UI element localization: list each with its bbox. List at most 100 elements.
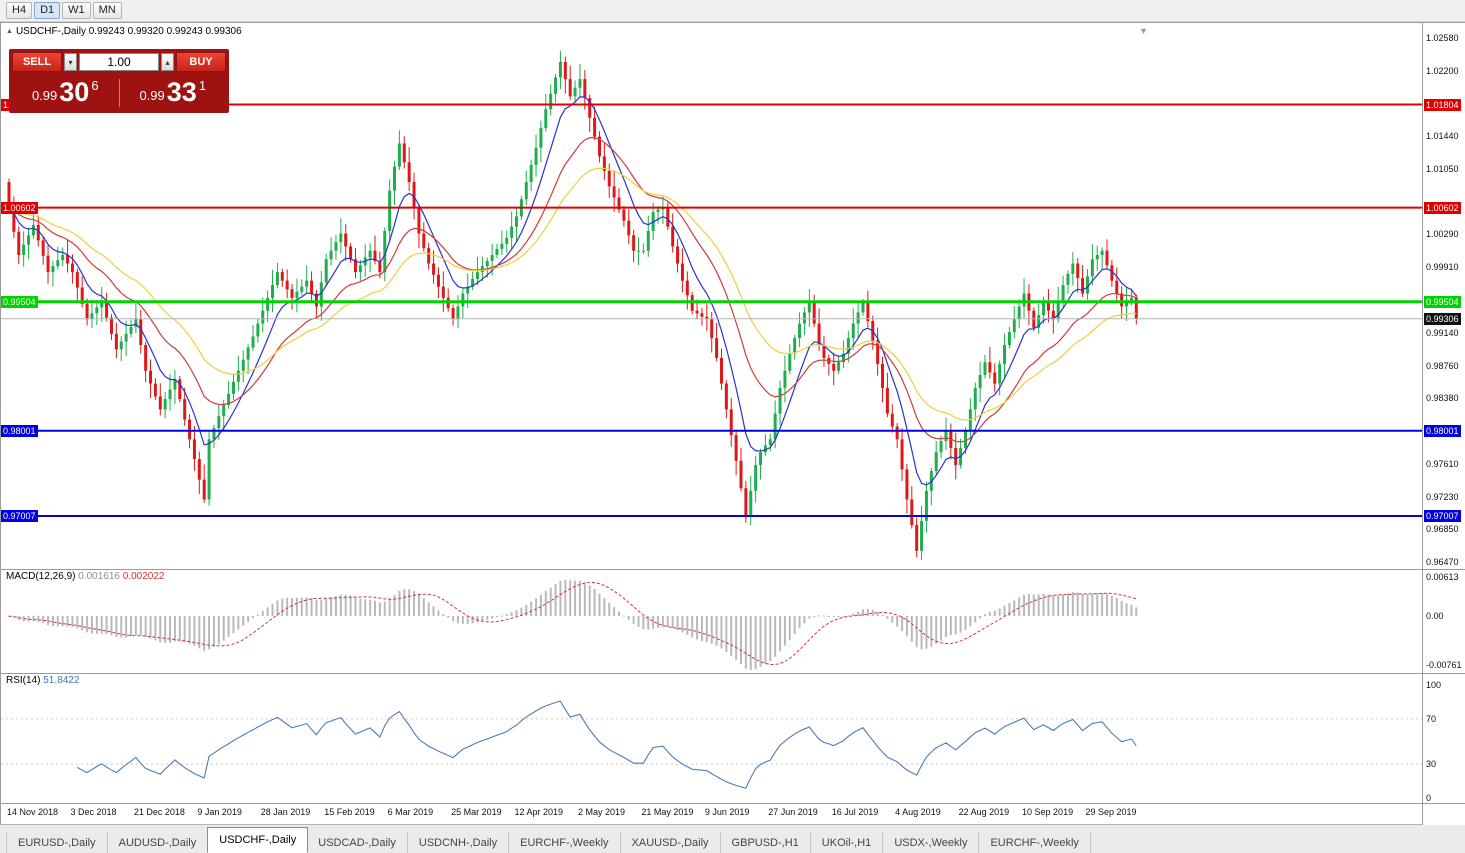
collapse-icon[interactable]: ▲ [6, 28, 13, 35]
candle-body [627, 220, 631, 236]
price-scale-tick: 0.96470 [1426, 556, 1459, 567]
timeframe-button-d1[interactable]: D1 [34, 2, 61, 19]
candle-body [163, 399, 167, 410]
candle-body [544, 109, 548, 129]
candle-body [310, 280, 314, 294]
timeframe-button-h4[interactable]: H4 [6, 2, 33, 19]
macd-bar [61, 616, 64, 627]
macd-bar [710, 616, 713, 644]
candle-body [124, 333, 128, 342]
candle-body [1061, 284, 1065, 303]
panel-divider[interactable] [1, 803, 1465, 804]
chart-tab-usdcad-daily[interactable]: USDCAD-,Daily [307, 832, 408, 853]
macd-bar [837, 616, 840, 618]
panel-divider[interactable] [1, 673, 1465, 674]
buy-button[interactable]: BUY [176, 52, 226, 72]
candle-body [280, 272, 284, 281]
date-label: 16 Jul 2019 [831, 807, 879, 817]
macd-bar [930, 616, 933, 647]
macd-bar [505, 614, 508, 616]
date-label: 3 Dec 2018 [70, 807, 117, 817]
sell-button[interactable]: SELL [12, 52, 62, 72]
timeframe-toolbar: H4 D1 W1 MN [0, 0, 1465, 22]
volume-increase-button[interactable]: ▴ [161, 53, 174, 71]
date-label: 14 Nov 2018 [7, 807, 59, 817]
date-axis[interactable]: 14 Nov 2018 3 Dec 2018 21 Dec 2018 9 Jan 20… [1, 803, 1422, 825]
volume-input[interactable] [79, 53, 159, 71]
macd-bar [76, 616, 79, 629]
macd-bar [227, 616, 230, 637]
candlestick-chart[interactable] [1, 23, 1422, 569]
macd-bar [247, 616, 250, 622]
candle-body [788, 353, 792, 371]
chart-tab-eurchf-weekly[interactable]: EURCHF-,Weekly [509, 832, 621, 853]
chart-tab-eurusd-daily[interactable]: EURUSD-,Daily [6, 832, 108, 853]
macd-bar [852, 613, 855, 616]
bid-price[interactable]: 0.99 30 6 [12, 78, 119, 107]
macd-bar [1042, 593, 1045, 616]
candle-body [807, 302, 811, 313]
timeframe-button-w1[interactable]: W1 [62, 2, 91, 19]
candle-body [56, 260, 60, 267]
candle-body [641, 250, 645, 252]
candle-body [920, 520, 924, 551]
macd-bar [642, 616, 645, 630]
macd-bar [164, 616, 167, 643]
right-shift-marker-icon[interactable]: ▼ [1139, 26, 1148, 36]
price-chart-panel[interactable]: ▲ USDCHF-,Daily 0.99243 0.99320 0.99243 0… [1, 23, 1422, 569]
macd-bar [798, 616, 801, 629]
ask-price[interactable]: 0.99 33 1 [120, 78, 227, 107]
macd-bar [525, 604, 528, 616]
timeframe-button-mn[interactable]: MN [92, 2, 122, 19]
candle-body [41, 240, 45, 256]
volume-decrease-button[interactable]: ▾ [64, 53, 77, 71]
chart-tab-ukoil-h1[interactable]: UKOil-,H1 [811, 832, 884, 853]
macd-bar [593, 589, 596, 616]
candle-body [1085, 276, 1089, 294]
candle-body [319, 282, 323, 307]
candle-body [939, 441, 943, 453]
macd-bar [232, 616, 235, 634]
price-scale[interactable]: 1.01804 1.00602 0.99504 0.98001 0.97007 0.993… [1422, 23, 1465, 825]
macd-bar [910, 616, 913, 642]
macd-bar [588, 585, 591, 616]
candle-body [300, 286, 304, 292]
candle-body [646, 230, 650, 251]
macd-bar [339, 594, 342, 616]
chart-tab-usdchf-daily[interactable]: USDCHF-,Daily [207, 827, 309, 853]
panel-divider[interactable] [1, 569, 1465, 570]
candle-body [505, 237, 509, 244]
macd-bar [1135, 607, 1138, 616]
chart-tab-usdx-weekly[interactable]: USDX-,Weekly [883, 832, 980, 853]
macd-bar [442, 614, 445, 616]
candle-body [1046, 302, 1050, 311]
chart-tab-usdcnh-daily[interactable]: USDCNH-,Daily [408, 832, 510, 853]
rsi-scale-tick: 30 [1426, 759, 1437, 770]
candle-body [109, 317, 113, 334]
macd-bar [1062, 594, 1065, 616]
candle-body [773, 413, 777, 440]
chart-tab-eurchf-weekly[interactable]: EURCHF-,Weekly [979, 832, 1091, 853]
candle-body [129, 327, 133, 334]
chart-tab-audusd-daily[interactable]: AUDUSD-,Daily [108, 832, 209, 853]
candle-body [80, 287, 84, 304]
candle-body [715, 338, 719, 358]
candle-body [119, 341, 123, 350]
macd-bar [1052, 595, 1055, 616]
macd-bar [964, 616, 967, 630]
macd-bar [388, 598, 391, 616]
candle-body [397, 143, 401, 167]
candle-body [1076, 263, 1080, 279]
chart-tab-gbpusd-h1[interactable]: GBPUSD-,H1 [721, 832, 811, 853]
macd-bar [22, 616, 25, 622]
candle-body [910, 499, 914, 526]
macd-bar [686, 616, 689, 635]
macd-bar [1013, 600, 1016, 616]
rsi-scale-tick: 0 [1426, 793, 1432, 803]
macd-bar [359, 598, 362, 616]
candle-body [534, 147, 538, 165]
candle-body [568, 79, 572, 97]
macd-bar [193, 616, 196, 646]
chart-tab-xauusd-daily[interactable]: XAUUSD-,Daily [621, 832, 721, 853]
